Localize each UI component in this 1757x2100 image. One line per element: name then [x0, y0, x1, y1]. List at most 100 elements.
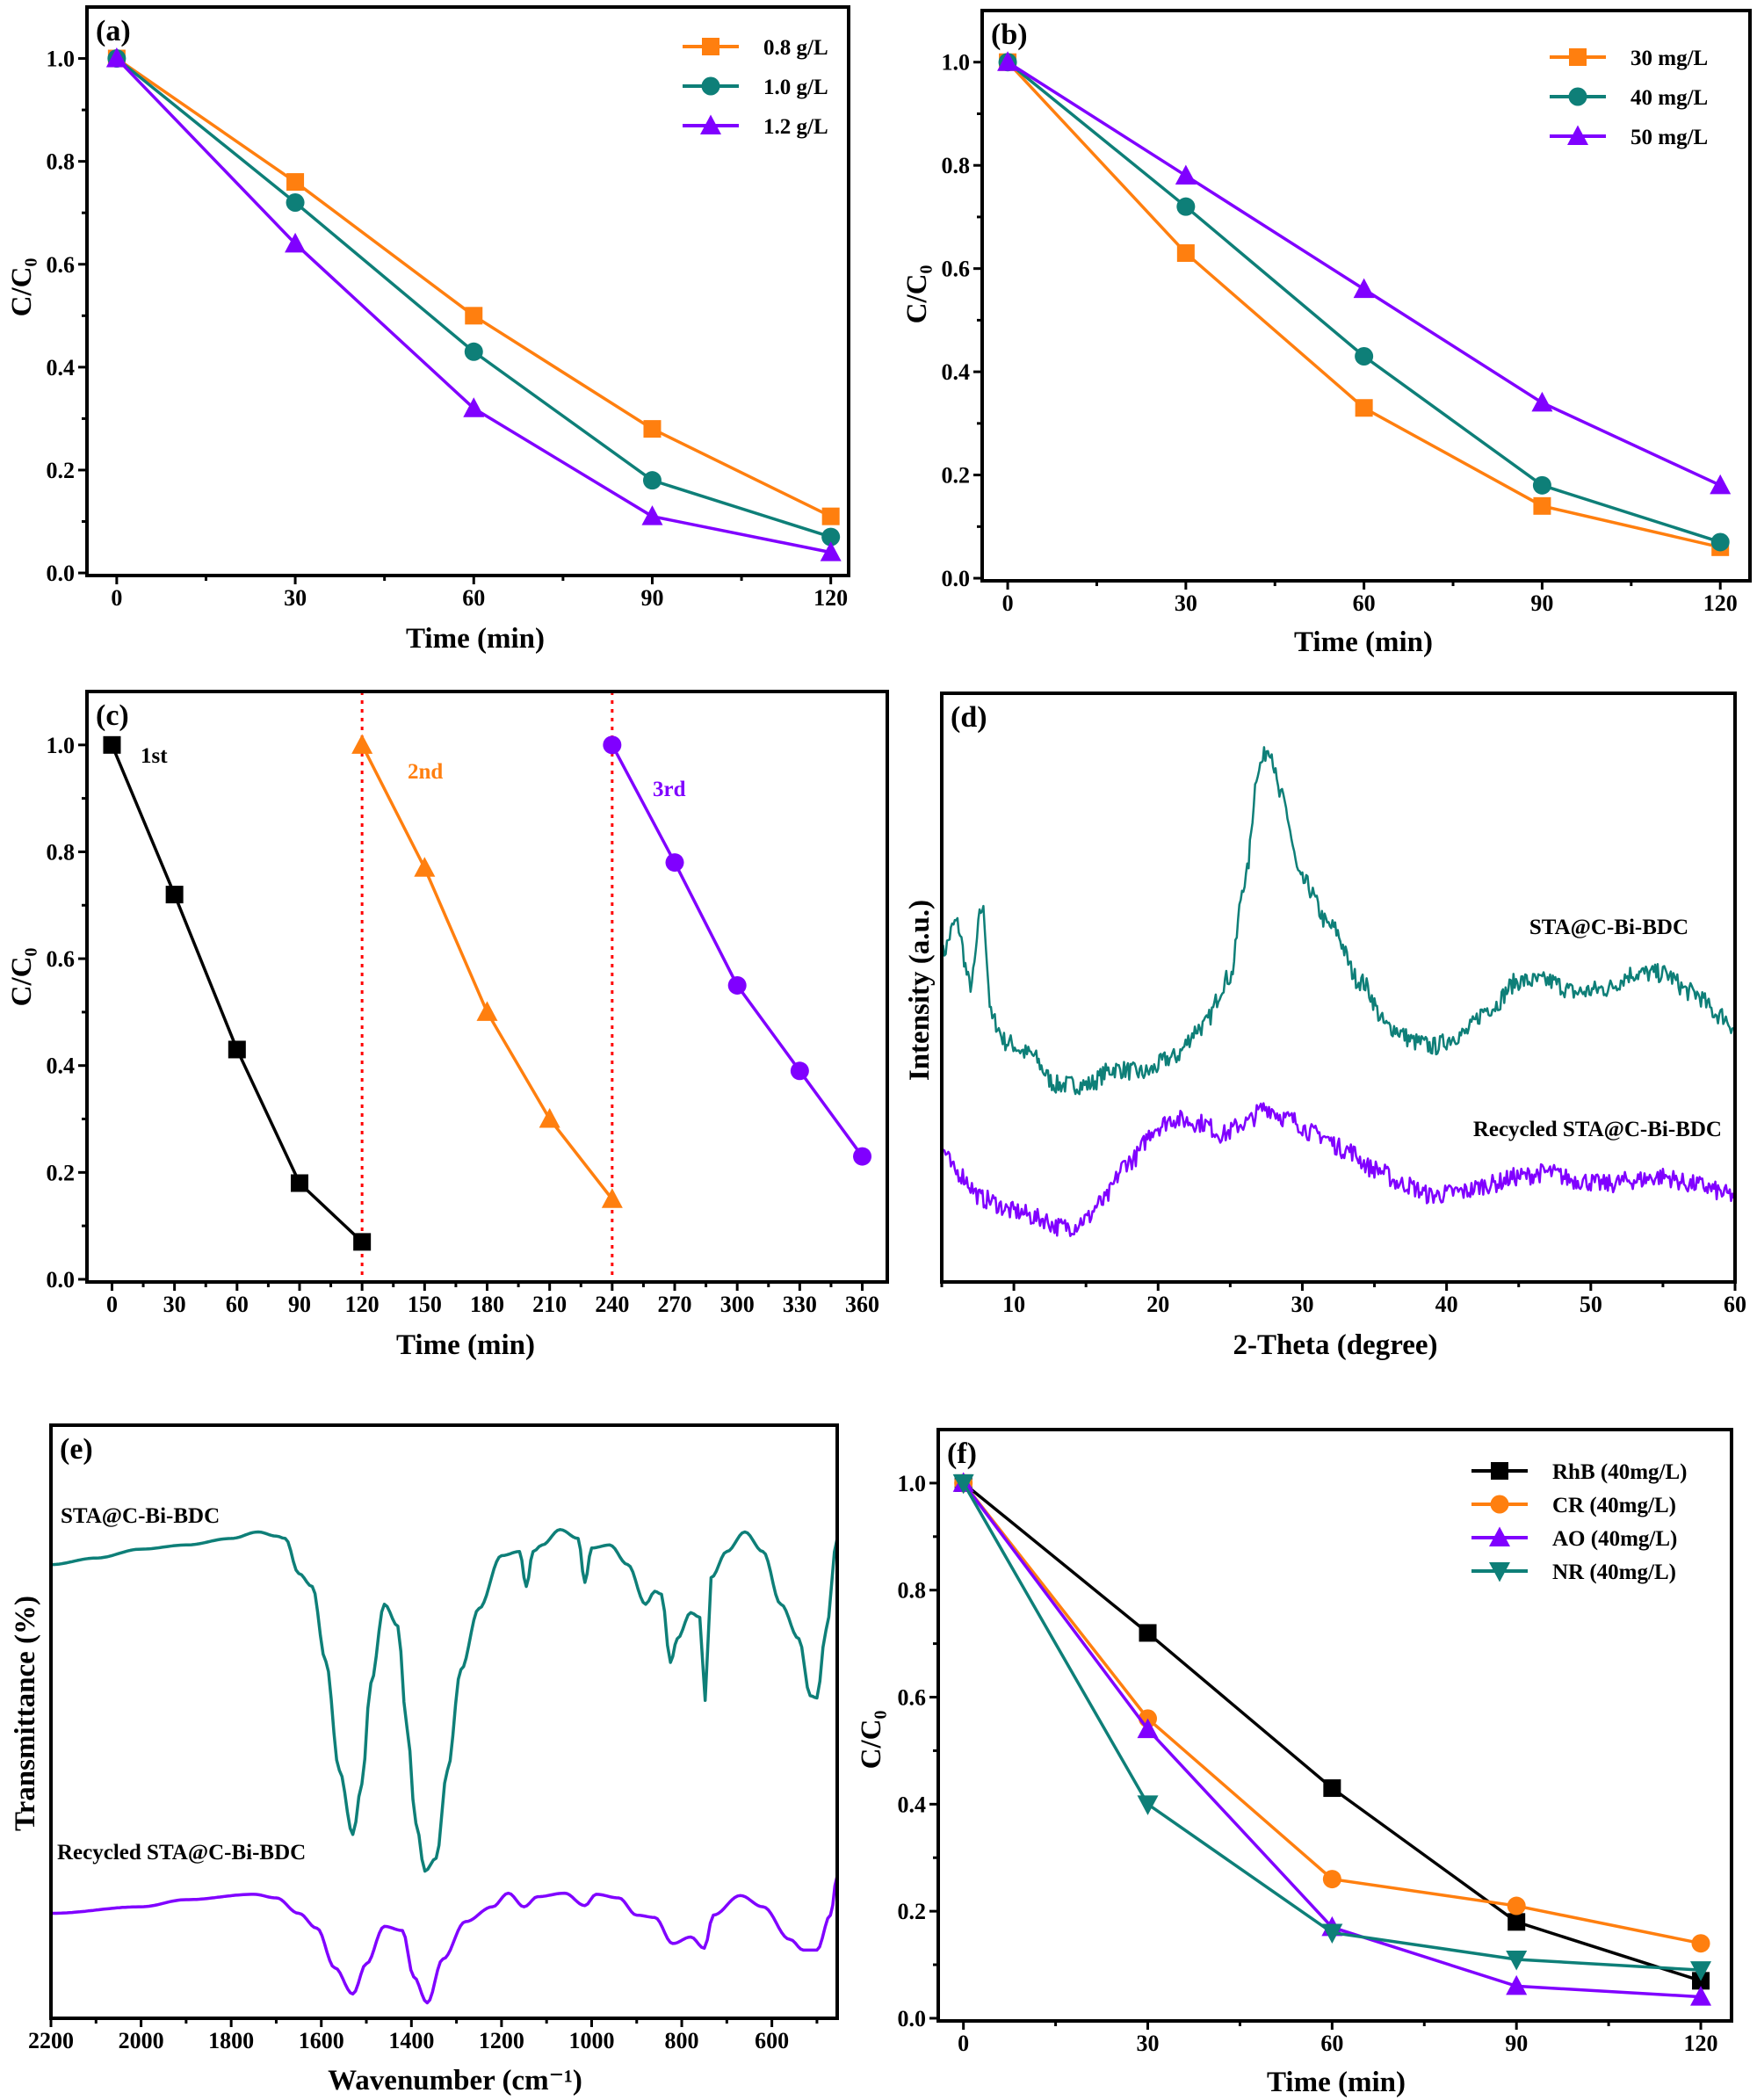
spectrum-line [940, 1102, 1737, 1237]
y-tick-label: 1.0 [942, 50, 971, 76]
marker-point [1322, 1870, 1341, 1889]
legend-marker [1489, 1562, 1510, 1582]
marker-point [997, 51, 1019, 71]
marker-point [642, 471, 662, 490]
x-tick-label: 1600 [299, 2028, 344, 2053]
x-tick-label: 1400 [388, 2028, 434, 2053]
spectrum-line [940, 746, 1736, 1096]
marker-point [603, 735, 622, 755]
series-3 [952, 1474, 1712, 1981]
x-tick-label: 240 [595, 1292, 629, 1317]
series-line [962, 1481, 1702, 1982]
x-axis-label: Time (min) [1294, 626, 1433, 658]
series-line [1006, 61, 1721, 544]
x-tick-label: 40 [1435, 1292, 1458, 1317]
marker-point [820, 541, 842, 561]
y-tick-label: 0.4 [47, 1054, 76, 1079]
x-tick-label: 1000 [568, 2028, 614, 2053]
series-2 [105, 47, 842, 561]
x-tick-label: 0 [111, 585, 122, 611]
marker-point [1531, 391, 1553, 412]
marker-point [601, 1188, 623, 1208]
legend-marker [1491, 1462, 1508, 1480]
series-label: 2nd [408, 760, 443, 784]
x-tick-label: 600 [755, 2028, 789, 2053]
marker-point [1506, 1950, 1528, 1971]
series-label: STA@C-Bi-BDC [1529, 916, 1688, 939]
legend-entry: 40 mg/L [1550, 86, 1708, 110]
legend-entry: AO (40mg/L) [1471, 1526, 1677, 1551]
plot-frame [85, 690, 889, 1284]
legend-marker [702, 38, 719, 55]
y-tick-label: 0.8 [898, 1578, 927, 1604]
legend-entry: RhB (40mg/L) [1471, 1460, 1687, 1484]
x-tick-label: 1200 [479, 2028, 524, 2053]
series-1 [998, 53, 1730, 552]
series-line [962, 1482, 1702, 1972]
y-tick-label: 0.2 [47, 458, 76, 483]
marker-point [1710, 474, 1732, 495]
marker-point [821, 527, 841, 547]
y-axis-label: C/C₀ [901, 265, 933, 324]
marker-point [1353, 278, 1375, 299]
panel-f: RhB (40mg/L) CR (40mg/L) AO (40mg/L) NR (40… [856, 1428, 1733, 2098]
legend-entry: 1.2 g/L [683, 114, 828, 139]
series-label: Recycled STA@C-Bi-BDC [1473, 1118, 1722, 1141]
y-tick-label: 0.0 [47, 1267, 76, 1293]
series-label: Recycled STA@C-Bi-BDC [57, 1841, 306, 1865]
panel-e: STA@C-Bi-BDC Recycled STA@C-Bi-BDC 2200 200… [10, 1423, 839, 2096]
marker-point [1321, 1923, 1343, 1944]
x-tick-label: 270 [658, 1292, 692, 1317]
plot-frame [936, 1428, 1733, 2023]
x-tick-label: 60 [1320, 2031, 1343, 2056]
series-line [1006, 61, 1721, 549]
x-tick-label: 150 [408, 1292, 442, 1317]
y-tick-label: 0.8 [942, 153, 971, 178]
legend-label: 30 mg/L [1630, 47, 1708, 70]
x-tick-label: 90 [1530, 590, 1553, 616]
marker-point [539, 1108, 560, 1128]
series-2 [603, 735, 872, 1166]
series-label: 3rd [653, 778, 686, 801]
series-1 [107, 49, 841, 547]
x-axis-label: Time (min) [406, 623, 545, 655]
x-tick-label: 90 [288, 1292, 311, 1317]
series-0 [103, 735, 372, 1251]
series-line [611, 743, 864, 1158]
x-tick-label: 90 [1505, 2031, 1528, 2056]
series-0 [51, 1528, 839, 1873]
y-tick-label: 1.0 [47, 733, 76, 758]
marker-point [476, 1001, 498, 1021]
legend-entry: 50 mg/L [1550, 125, 1708, 149]
marker-point [1690, 1961, 1712, 1981]
x-tick-label: 20 [1146, 1292, 1169, 1317]
y-tick-label: 0.2 [898, 1899, 927, 1924]
marker-point [1710, 532, 1730, 552]
x-tick-label: 30 [1175, 590, 1197, 616]
plot-frame [940, 692, 1737, 1284]
legend-marker [1568, 87, 1587, 106]
y-tick-label: 0.2 [942, 463, 971, 489]
marker-point [853, 1147, 872, 1166]
x-tick-label: 0 [106, 1292, 118, 1317]
spectrum-line [51, 1875, 839, 2005]
marker-point [228, 1040, 246, 1059]
panel-label: (f) [947, 1437, 977, 1470]
series-label: 1st [141, 744, 168, 768]
x-tick-label: 120 [1703, 590, 1738, 616]
x-tick-label: 800 [665, 2028, 699, 2053]
x-axis-label: Time (min) [1267, 2067, 1406, 2098]
series-0 [107, 49, 840, 525]
legend-entry: CR (40mg/L) [1471, 1494, 1676, 1517]
marker-point [414, 857, 436, 877]
legend-entry: 1.0 g/L [683, 76, 828, 99]
x-tick-label: 210 [532, 1292, 567, 1317]
x-tick-label: 0 [1002, 590, 1014, 616]
legend-label: CR (40mg/L) [1552, 1494, 1676, 1517]
marker-point [821, 507, 840, 525]
marker-point [727, 975, 747, 995]
marker-point [465, 307, 483, 325]
plot-frame [980, 9, 1752, 583]
marker-point [1691, 1934, 1710, 1953]
x-tick-label: 120 [345, 1292, 380, 1317]
